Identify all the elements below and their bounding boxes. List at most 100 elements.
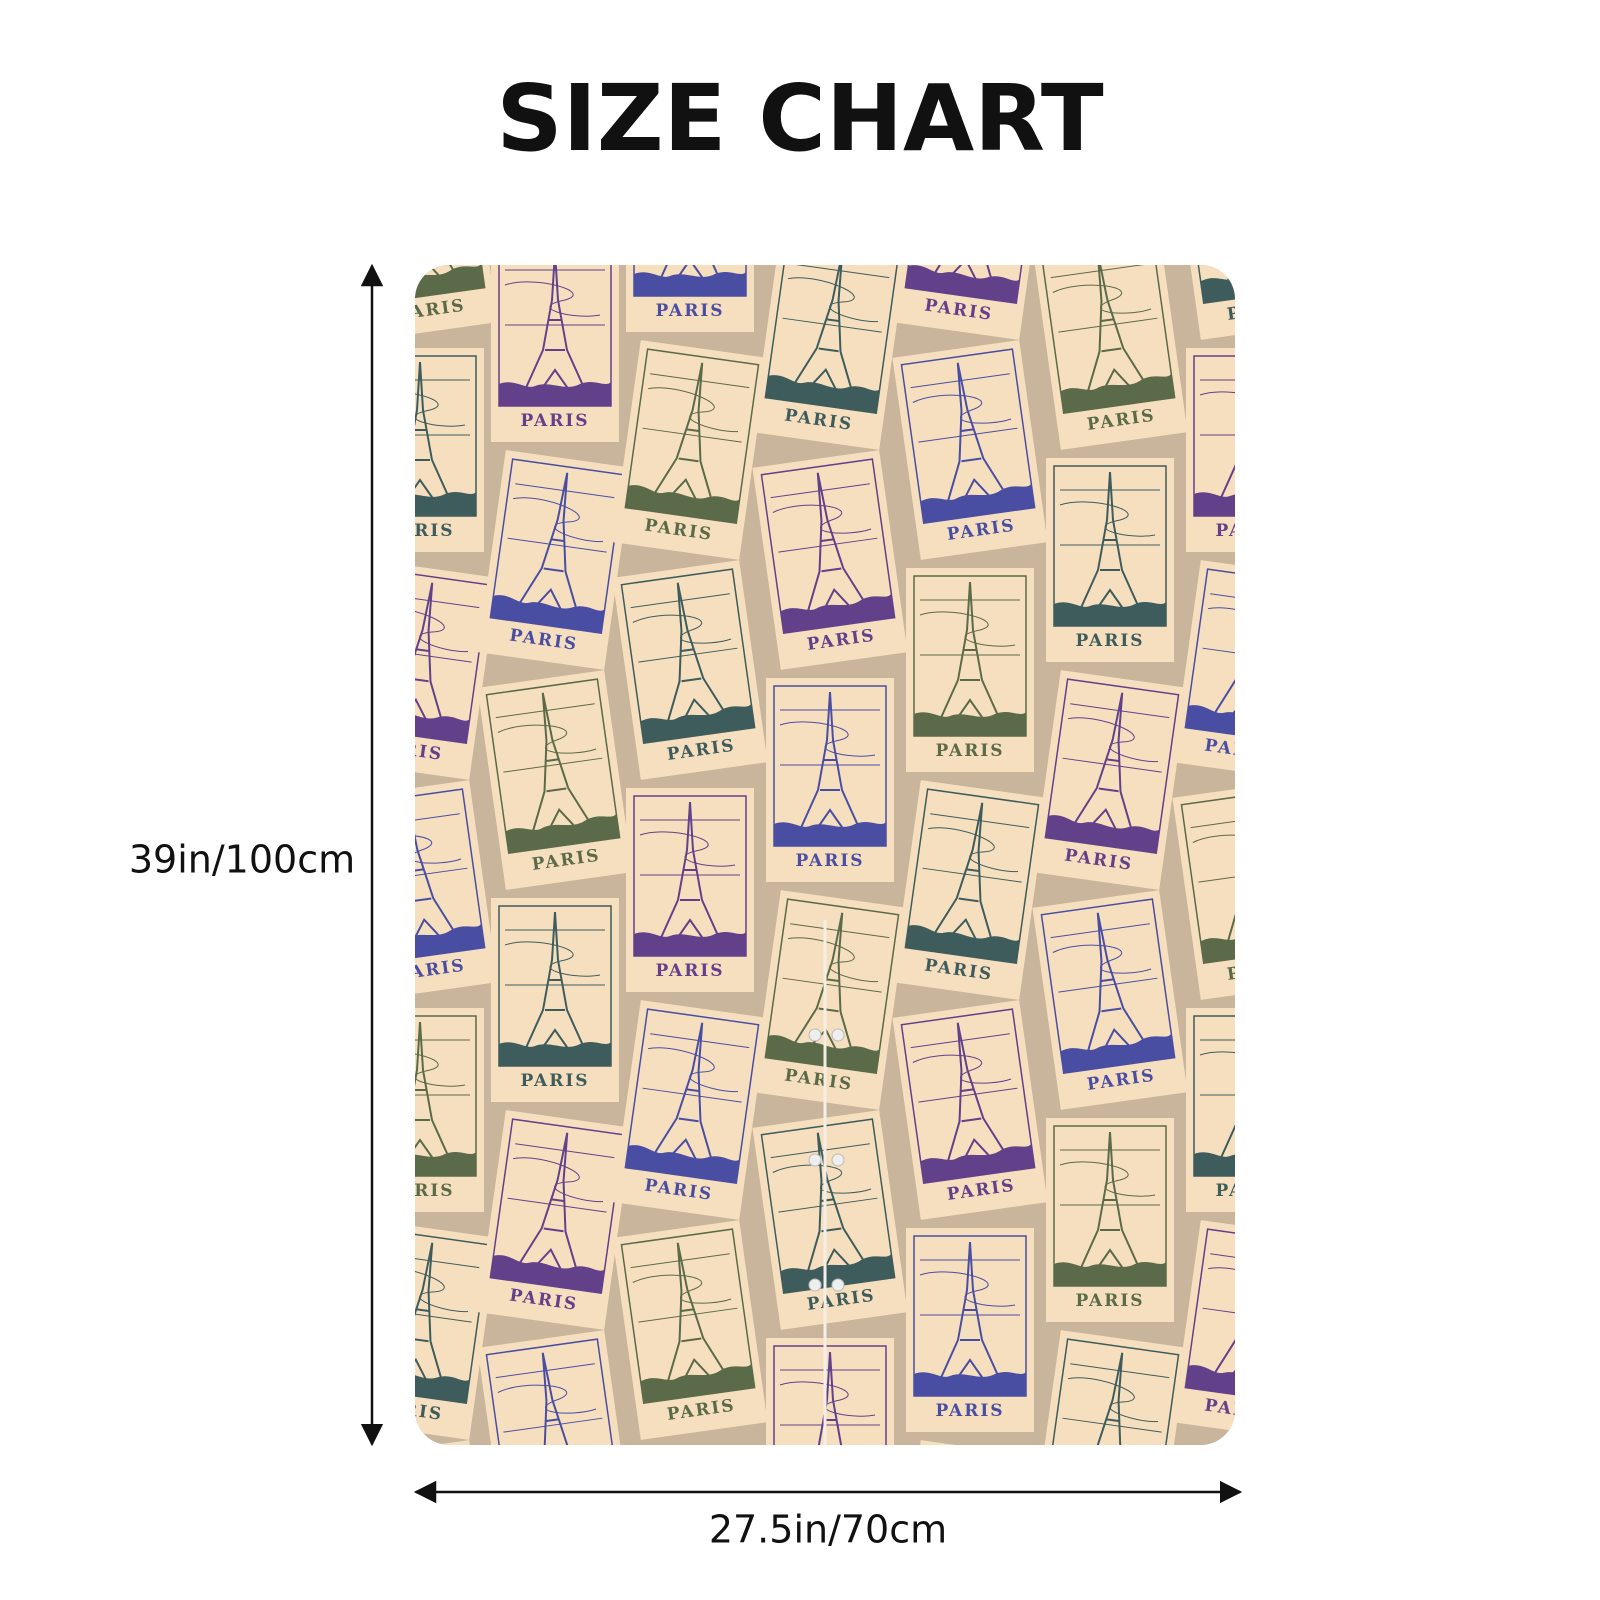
stamp-lines	[495, 1363, 603, 1433]
hills	[490, 1255, 605, 1294]
stamp-border	[415, 265, 486, 304]
stamp: PARIS	[612, 1000, 768, 1220]
eiffel-tower	[415, 361, 452, 501]
eiffel-tower	[523, 265, 587, 391]
hills	[1194, 492, 1235, 516]
stamp: PARIS	[752, 265, 908, 450]
eiffel-tower	[415, 1021, 452, 1161]
stamp: PARIS	[477, 450, 633, 670]
button	[808, 1278, 822, 1292]
hills	[1060, 1033, 1175, 1074]
stamp-paper	[1046, 458, 1174, 662]
stamp-border	[1193, 355, 1235, 517]
stamp-text: PARIS	[520, 411, 589, 431]
eiffel-tower	[415, 1242, 445, 1385]
stamp: PARIS	[892, 265, 1048, 340]
stamp-paper	[1186, 348, 1235, 552]
stamp-text: PARIS	[1075, 1291, 1144, 1311]
stamp: PARIS	[361, 154, 498, 340]
button	[831, 1278, 845, 1292]
eiffel-tower	[530, 692, 594, 835]
stamp-lines	[507, 483, 615, 553]
stamp-text: PARIS	[520, 1071, 589, 1091]
stamp-lines	[779, 1369, 880, 1426]
stamp-text: PARIS	[655, 301, 724, 321]
stamp-lines	[495, 703, 603, 773]
stamp: PARIS	[766, 1338, 894, 1445]
eiffel-tower	[1085, 265, 1149, 395]
stamp-text: PARIS	[1215, 521, 1284, 541]
stamp-lines	[504, 269, 605, 326]
stamp-lines	[1059, 489, 1160, 546]
stamp: PARIS	[415, 1008, 484, 1212]
eiffel-tower	[938, 1241, 1002, 1381]
stamp: PARIS	[1032, 890, 1188, 1110]
stamp-paper	[415, 348, 484, 552]
hills	[1054, 602, 1166, 626]
stamp-lines	[361, 154, 468, 222]
stamp: PARIS	[1032, 670, 1188, 890]
stamp-border	[904, 265, 1040, 304]
stamp: PARIS	[1186, 348, 1284, 552]
hills	[634, 932, 746, 956]
stamp-paper	[906, 568, 1034, 772]
hills	[415, 492, 476, 516]
stamp-paper	[906, 1228, 1034, 1432]
stamp-lines	[782, 923, 890, 993]
stamp: PARIS	[415, 780, 498, 1000]
eiffel-tower	[516, 472, 580, 615]
hills	[1194, 1152, 1235, 1176]
stamp: PARIS	[766, 678, 894, 882]
hills	[774, 822, 886, 846]
stamp: PARIS	[1172, 560, 1235, 780]
hills	[640, 1363, 755, 1404]
stamp-lines	[639, 819, 740, 876]
stamp-lines	[630, 1253, 738, 1323]
stamp-border	[1044, 1338, 1180, 1445]
hills	[370, 1584, 484, 1600]
hills	[1200, 1584, 1314, 1600]
stamp-lines	[770, 483, 878, 553]
stamp-border	[1180, 788, 1235, 964]
stamp-text: PARIS	[935, 1401, 1004, 1421]
eiffel-tower	[1071, 692, 1135, 835]
stamp-lines	[922, 813, 1030, 883]
stamp-lines	[1199, 379, 1235, 436]
stamp: PARIS	[491, 898, 619, 1102]
stamp: PARIS	[1172, 265, 1235, 340]
stamp: PARIS	[477, 1330, 633, 1513]
stamp: PARIS	[1046, 458, 1174, 662]
eiffel-tower	[665, 582, 729, 725]
stamp-text: PARIS	[1075, 631, 1144, 651]
eiffel-tower	[658, 801, 722, 941]
hills	[499, 1042, 611, 1066]
hills	[625, 485, 740, 524]
hills	[499, 382, 611, 406]
eiffel-tower	[945, 1022, 1009, 1165]
eiffel-tower	[523, 911, 587, 1051]
stamp-paper	[626, 788, 754, 992]
eiffel-tower	[1071, 1352, 1135, 1445]
stamp: PARIS	[612, 340, 768, 560]
stamp-lines	[779, 709, 880, 766]
stamp-lines	[642, 373, 750, 443]
hills	[1200, 265, 1235, 304]
stamp-border	[764, 265, 900, 414]
stamp-lines	[1059, 1149, 1160, 1206]
hills	[780, 593, 895, 634]
stamp-paper	[415, 1008, 484, 1212]
stamp-lines	[1202, 1253, 1235, 1323]
eiffel-tower	[938, 581, 1002, 721]
eiffel-tower	[415, 802, 459, 945]
hills	[905, 925, 1020, 964]
hills	[505, 1474, 619, 1513]
eiffel-tower	[805, 472, 869, 615]
stamp-lines	[919, 599, 1020, 656]
stamp-lines	[782, 265, 890, 333]
hills	[415, 705, 470, 744]
hills	[490, 595, 605, 634]
stamp-lines	[361, 1474, 468, 1542]
hills	[625, 1145, 740, 1184]
hills	[634, 1592, 746, 1600]
